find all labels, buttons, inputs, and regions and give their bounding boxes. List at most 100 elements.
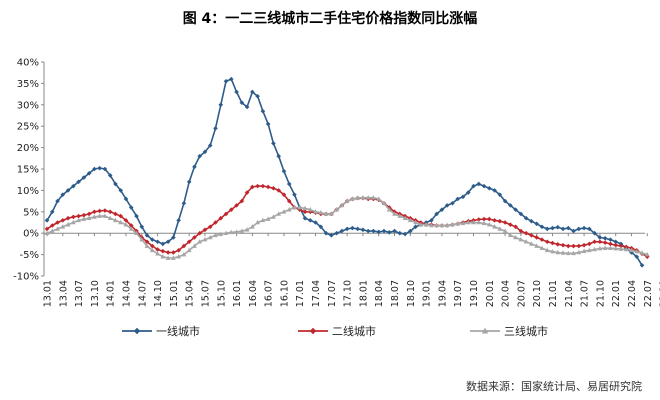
series-1-point xyxy=(107,173,113,178)
series-3-point xyxy=(513,234,519,240)
series-2-point xyxy=(307,209,313,215)
series-2-point xyxy=(513,224,518,230)
series-3-point xyxy=(428,222,434,228)
series-3-point xyxy=(228,229,234,235)
series-1-point xyxy=(413,224,418,230)
x-tick-label: 14.07 xyxy=(137,280,148,307)
series-1-point xyxy=(271,141,276,146)
x-tick-label: 20.10 xyxy=(532,280,543,307)
series-1-point xyxy=(139,224,145,230)
series-3-point xyxy=(297,204,303,210)
series-1-point xyxy=(581,225,587,231)
series-1-point xyxy=(513,207,518,212)
series-1-point xyxy=(307,218,313,223)
series-2-point xyxy=(76,213,81,219)
series-3-point xyxy=(202,237,208,242)
series-3-point xyxy=(55,226,60,231)
series-1-point xyxy=(113,181,118,187)
x-tick-label: 17.01 xyxy=(295,280,306,307)
series-3-point xyxy=(149,247,155,253)
series-1-point xyxy=(265,121,271,127)
series-1-point xyxy=(560,226,566,232)
series-2-point xyxy=(497,218,503,224)
series-2-point xyxy=(302,209,308,215)
series-3-point xyxy=(555,249,561,255)
series-1-point xyxy=(76,179,81,185)
x-tick-label: 17.04 xyxy=(311,280,322,307)
x-tick-label: 18.04 xyxy=(374,280,385,307)
series-3-point xyxy=(439,222,445,228)
series-2-point xyxy=(239,198,245,204)
series-3-point xyxy=(265,216,271,221)
x-tick-label: 21.01 xyxy=(548,280,559,307)
series-2-point xyxy=(576,243,582,249)
series-3-point xyxy=(629,247,634,253)
series-3-point xyxy=(170,255,176,260)
y-tick-label: 15% xyxy=(17,165,39,176)
x-tick-label: 20.04 xyxy=(501,280,512,307)
series-1-point xyxy=(350,225,355,231)
series-3-point xyxy=(560,250,566,255)
series-1-point xyxy=(334,230,339,236)
series-3-point xyxy=(444,222,450,228)
series-3-point xyxy=(249,224,255,229)
x-tick-label: 19.01 xyxy=(422,280,433,307)
series-3-point xyxy=(218,231,224,236)
series-3-point xyxy=(239,228,245,233)
series-3-point xyxy=(102,213,108,218)
x-tick-label: 21.04 xyxy=(564,280,575,307)
series-1-point xyxy=(465,190,471,195)
series-3-point xyxy=(434,222,440,228)
series-3-point xyxy=(507,232,513,238)
series-3-point xyxy=(349,196,355,201)
legend-marker-2 xyxy=(309,327,317,335)
series-2-point xyxy=(128,223,134,228)
series-3-point xyxy=(176,254,182,259)
series-3-point xyxy=(134,230,139,235)
y-tick-label: 0% xyxy=(23,229,39,240)
series-1-point xyxy=(92,166,97,172)
series-2-point xyxy=(502,220,508,225)
series-3-point xyxy=(502,228,508,233)
series-3-point xyxy=(381,200,387,206)
series-1-point xyxy=(97,165,102,171)
series-1-point xyxy=(150,237,155,242)
x-tick-label: 13.07 xyxy=(74,280,85,307)
series-3-point xyxy=(307,207,313,212)
series-3-point xyxy=(197,239,203,244)
series-3-point xyxy=(49,228,55,233)
series-2-point xyxy=(608,241,613,247)
series-1-point xyxy=(118,188,124,193)
series-3-point xyxy=(223,230,229,235)
series-1-point xyxy=(181,200,187,206)
series-3-point xyxy=(286,207,292,212)
series-2-point xyxy=(286,198,292,204)
series-2-point xyxy=(176,248,181,253)
series-1-point xyxy=(471,183,476,189)
series-1-point xyxy=(444,203,450,208)
y-tick-label: 30% xyxy=(17,100,39,111)
series-1-point xyxy=(365,228,371,234)
series-3-point xyxy=(486,222,492,227)
x-tick-label: 14.10 xyxy=(153,280,164,307)
x-tick-label: 21.07 xyxy=(580,280,591,307)
x-tick-label: 22.10 xyxy=(659,280,660,307)
series-3-point xyxy=(107,215,113,221)
series-1-point xyxy=(71,183,76,189)
series-3-point xyxy=(313,209,318,214)
x-tick-label: 22.01 xyxy=(611,280,622,307)
series-1-point xyxy=(192,164,197,170)
series-3-point xyxy=(418,222,424,227)
series-3-point xyxy=(334,207,340,212)
series-3-point xyxy=(344,198,350,203)
series-2-point xyxy=(487,216,492,222)
series-2-point xyxy=(613,242,618,248)
series-3-point xyxy=(392,211,397,216)
y-tick-label: -5% xyxy=(20,250,39,261)
series-3-point xyxy=(597,246,603,251)
series-1-point xyxy=(639,263,645,268)
series-3-point xyxy=(539,245,545,250)
series-1-point xyxy=(49,209,55,215)
series-1-point xyxy=(276,153,281,159)
